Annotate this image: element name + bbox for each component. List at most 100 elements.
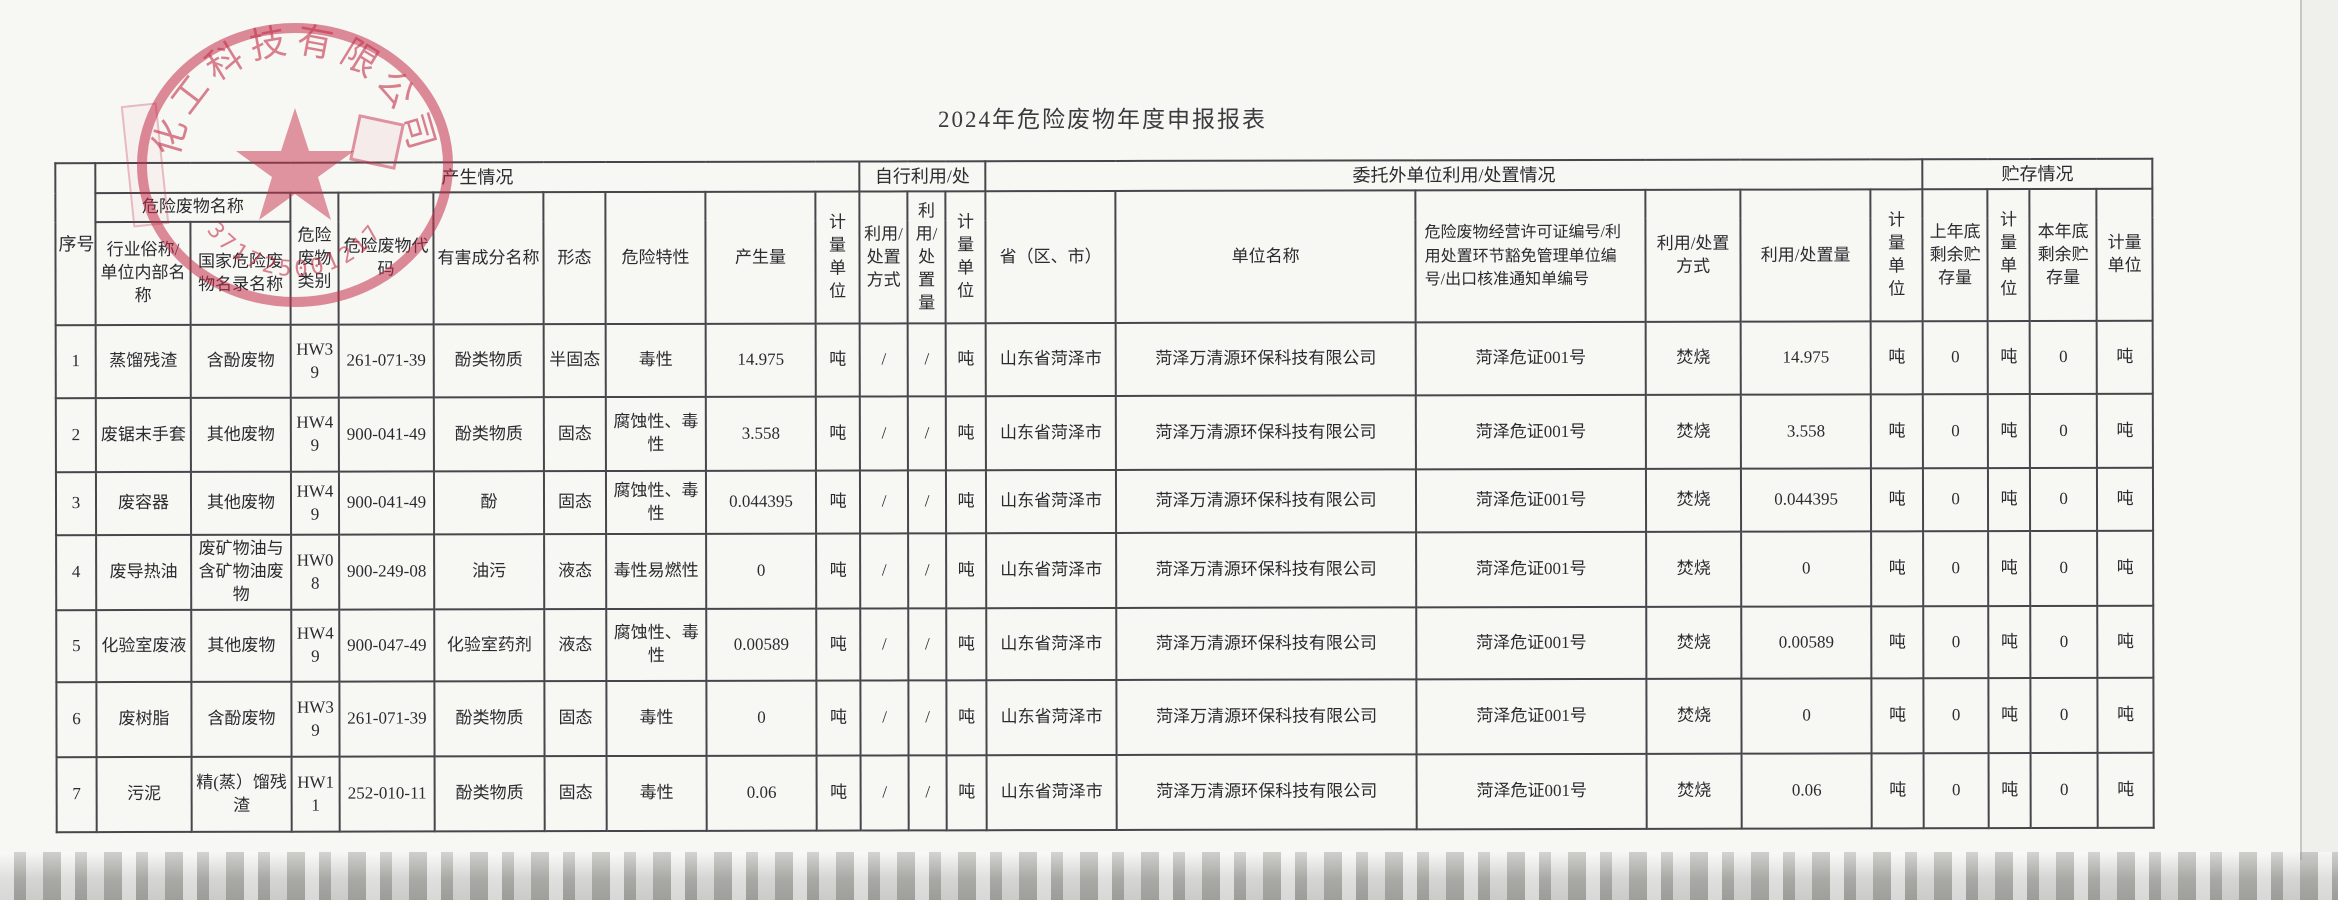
table-cell: HW49: [290, 397, 339, 472]
table-cell: 0: [2029, 321, 2097, 395]
table-cell: 3: [55, 472, 97, 536]
table-cell: 菏泽危证001号: [1416, 754, 1647, 830]
table-cell: 2: [55, 398, 96, 473]
table-cell: 吨: [1871, 678, 1924, 754]
report-table: 序号 产生情况 自行利用/处 委托外单位利用/处置情况 贮存情况 危险废物名称 …: [54, 158, 2155, 834]
table-cell: 0: [2030, 606, 2098, 679]
table-cell: 0: [1923, 753, 1989, 829]
table-cell: 焚烧: [1646, 468, 1742, 533]
table-cell: 261-071-39: [339, 681, 435, 757]
table-cell: 0: [2029, 394, 2098, 469]
table-cell: 吨: [1988, 468, 2031, 532]
table-row: 4 废导热油 废矿物油与含矿物油废物 HW08 900-249-08 油污 液态 毒性易燃性 0…: [56, 531, 2154, 611]
col-header-entrusted-method: 利用/处置方式: [1645, 189, 1741, 323]
report-table-wrapper: 序号 产生情况 自行利用/处 委托外单位利用/处置情况 贮存情况 危险废物名称 …: [54, 158, 2155, 834]
table-cell: 0: [1923, 468, 1989, 532]
table-cell: 液态: [544, 534, 607, 610]
table-cell: 14.975: [705, 323, 816, 398]
table-cell: 0.044395: [1741, 468, 1872, 532]
group-header-production: 产生情况: [95, 161, 860, 194]
table-cell: 3.558: [705, 396, 816, 472]
table-cell: 毒性: [606, 681, 707, 757]
table-cell: 吨: [2097, 531, 2154, 607]
table-cell: 吨: [1870, 321, 1923, 395]
table-cell: 含酚废物: [191, 681, 292, 758]
table-cell: 腐蚀性、毒性: [605, 397, 706, 472]
table-cell: 焚烧: [1646, 606, 1742, 680]
table-cell: 14.975: [1740, 321, 1871, 395]
table-cell: 菏泽危证001号: [1416, 532, 1647, 608]
table-cell: 吨: [945, 396, 987, 471]
table-cell: HW49: [291, 609, 340, 682]
table-cell: /: [859, 396, 909, 471]
table-cell: 900-041-49: [338, 471, 435, 535]
col-header-self-amount: 利用/处置量: [907, 191, 946, 324]
table-cell: 吨: [1871, 468, 1924, 532]
table-cell: 山东省菏泽市: [985, 396, 1117, 471]
table-cell: 菏泽万清源环保科技有限公司: [1116, 469, 1417, 534]
table-cell: 菏泽危证001号: [1416, 469, 1647, 533]
table-cell: 吨: [1871, 753, 1924, 829]
table-cell: 废容器: [95, 472, 192, 536]
table-cell: 化验室药剂: [434, 609, 545, 682]
table-cell: 精(蒸）馏残渣: [191, 756, 292, 833]
table-cell: 0: [1741, 678, 1872, 754]
table-cell: 0: [1741, 531, 1872, 607]
table-cell: 废树脂: [96, 682, 192, 758]
table-cell: 山东省菏泽市: [986, 755, 1117, 831]
table-cell: 山东省菏泽市: [986, 470, 1117, 534]
col-header-storage-unit2: 计量单位: [2096, 189, 2153, 322]
table-cell: 0: [706, 680, 817, 757]
col-header-storage-unit1: 计量单位: [1987, 189, 2030, 322]
table-cell: 吨: [2096, 321, 2153, 395]
table-cell: 其他废物: [190, 397, 291, 473]
table-cell: 山东省菏泽市: [986, 608, 1117, 681]
col-header-harmful-component: 有害成分名称: [433, 192, 544, 325]
table-cell: 7: [56, 757, 97, 833]
col-header-license-no: 危险废物经营许可证编号/利用处置环节豁免管理单位编号/出口核准通知单编号: [1415, 190, 1646, 323]
table-cell: 吨: [945, 323, 986, 397]
table-cell: 0: [706, 533, 817, 610]
table-cell: 0: [1923, 678, 1989, 754]
table-cell: /: [860, 680, 909, 756]
table-cell: 菏泽危证001号: [1415, 395, 1647, 470]
table-cell: 吨: [2096, 394, 2154, 469]
table-cell: 菏泽万清源环保科技有限公司: [1115, 322, 1416, 397]
table-cell: 废矿物油与含矿物油废物: [191, 534, 292, 611]
table-cell: 菏泽万清源环保科技有限公司: [1115, 395, 1417, 471]
table-cell: /: [860, 470, 909, 534]
table-cell: 0.044395: [705, 470, 817, 535]
table-cell: 焚烧: [1646, 678, 1742, 755]
table-cell: 菏泽万清源环保科技有限公司: [1116, 754, 1417, 831]
table-cell: 菏泽危证001号: [1416, 679, 1647, 755]
table-cell: 5: [56, 610, 97, 683]
table-cell: 吨: [946, 470, 987, 534]
table-body: 1 蒸馏残渣 含酚废物 HW39 261-071-39 酚类物质 半固态 毒性 14.975 吨 /…: [55, 321, 2154, 833]
table-cell: 吨: [1870, 394, 1924, 469]
table-cell: 毒性: [605, 324, 706, 398]
table-cell: 菏泽危证001号: [1416, 607, 1647, 680]
table-cell: HW39: [291, 681, 340, 757]
scanner-bottom-band: [0, 852, 2338, 900]
table-cell: 菏泽万清源环保科技有限公司: [1116, 607, 1417, 681]
table-cell: 吨: [816, 680, 861, 756]
table-cell: 山东省菏泽市: [985, 323, 1116, 397]
table-row: 7 污泥 精(蒸）馏残渣 HW11 252-010-11 酚类物质 固态 毒性 0.06 吨 / / 吨…: [56, 753, 2154, 833]
table-cell: HW39: [290, 324, 339, 398]
table-row: 1 蒸馏残渣 含酚废物 HW39 261-071-39 酚类物质 半固态 毒性 14.975 吨 /…: [55, 321, 2153, 399]
table-cell: 污泥: [96, 757, 192, 833]
table-cell: 山东省菏泽市: [986, 533, 1117, 609]
paper-edge-line: [2300, 0, 2302, 860]
table-cell: 菏泽万清源环保科技有限公司: [1116, 532, 1417, 609]
table-cell: 菏泽万清源环保科技有限公司: [1116, 679, 1417, 756]
col-header-self-method: 利用/处置方式: [859, 191, 908, 324]
group-header-entrusted: 委托外单位利用/处置情况: [985, 159, 1923, 192]
table-cell: 252-010-11: [339, 756, 435, 832]
table-cell: /: [907, 323, 946, 397]
group-header-self-disposal: 自行利用/处: [859, 161, 986, 192]
table-cell: 900-041-49: [338, 397, 434, 472]
table-cell: 0: [1923, 531, 1989, 607]
table-cell: 0: [2030, 678, 2098, 754]
table-cell: 261-071-39: [338, 324, 434, 398]
table-cell: 0.06: [1741, 753, 1872, 829]
